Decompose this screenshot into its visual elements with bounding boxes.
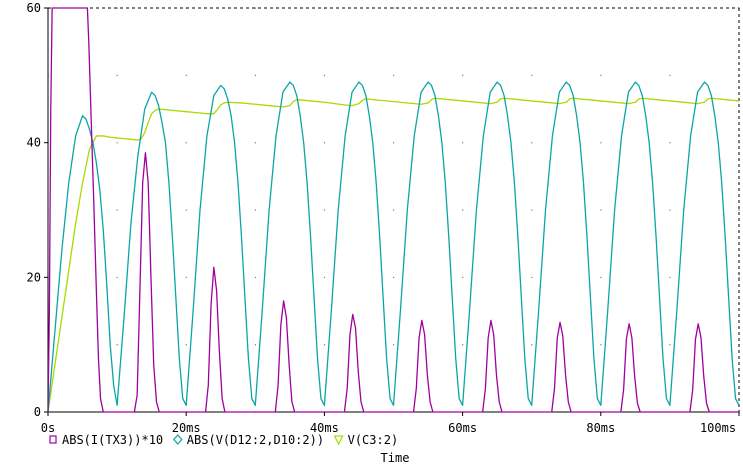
y-tick-label: 40 — [27, 136, 41, 150]
legend-marker-square-icon — [49, 435, 57, 444]
grid-dot — [393, 74, 395, 77]
grid-dot — [393, 276, 395, 279]
grid-dot — [323, 142, 326, 144]
grid-dot — [393, 209, 395, 211]
grid-dot — [185, 276, 187, 279]
series-group — [48, 7, 739, 413]
grid-dot — [462, 74, 464, 77]
grid — [47, 7, 740, 413]
series-line-abs-i-tx3-10 — [48, 7, 739, 413]
grid-dot — [185, 344, 187, 346]
grid-dot — [116, 344, 118, 346]
grid-dot — [185, 142, 187, 144]
series-line-abs-v-d12-2-d10-2 — [48, 81, 739, 413]
grid-dot — [600, 209, 602, 211]
grid-dot — [600, 344, 602, 346]
x-tick-label: 0s — [41, 421, 55, 435]
grid-dot — [600, 276, 602, 279]
grid-dot — [669, 74, 671, 77]
legend-marker-triangle-icon — [333, 435, 344, 446]
grid-dot — [116, 74, 118, 77]
x-tick-label: 20ms — [172, 421, 201, 435]
grid-dot — [738, 276, 740, 279]
x-tick-label: 60ms — [448, 421, 477, 435]
legend-marker-diamond-icon — [172, 434, 183, 445]
series-line-v-c3-2 — [48, 97, 739, 413]
grid-dot — [393, 7, 395, 9]
grid-dot — [323, 344, 326, 346]
y-tick-label: 0 — [34, 405, 41, 419]
grid-dot — [254, 74, 256, 77]
x-tick-label: 100ms — [700, 421, 736, 435]
grid-dot — [254, 344, 256, 346]
grid-dot — [323, 74, 326, 77]
grid-dot — [254, 7, 256, 9]
grid-dot — [462, 142, 464, 144]
grid-dot — [531, 142, 533, 144]
grid-dot — [600, 142, 602, 144]
grid-dot — [393, 344, 395, 346]
grid-dot — [393, 142, 395, 144]
grid-dot — [116, 142, 118, 144]
x-tick-label: 80ms — [586, 421, 615, 435]
grid-dot — [462, 276, 464, 279]
grid-dot — [531, 74, 533, 77]
grid-dot — [738, 209, 740, 211]
grid-dot — [669, 7, 671, 9]
grid-dot — [669, 209, 671, 211]
grid-dot — [116, 276, 118, 279]
grid-dot — [669, 276, 671, 279]
grid-dot — [323, 209, 326, 211]
grid-dot — [462, 209, 464, 211]
grid-dot — [323, 276, 326, 279]
grid-dot — [669, 344, 671, 346]
grid-dot — [116, 209, 118, 211]
grid-dot — [254, 142, 256, 144]
y-tick-label: 60 — [27, 1, 41, 15]
grid-dot — [254, 209, 256, 211]
legend: ABS(I(TX3))*10 ABS(V(D12:2,D10:2)) V(C3:2) — [49, 433, 399, 447]
grid-dot — [531, 344, 533, 346]
grid-dot — [669, 142, 671, 144]
grid-dot — [600, 74, 602, 77]
legend-label: ABS(V(D12:2,D10:2)) — [187, 433, 324, 447]
x-axis-label: Time — [381, 451, 410, 465]
grid-dot — [531, 7, 533, 9]
axis-group: 0 20 40 60 0s 20ms 40ms 60ms 80ms 100ms — [27, 1, 740, 435]
grid-dot — [531, 209, 533, 211]
legend-label: V(C3:2) — [348, 433, 399, 447]
y-tick-label: 20 — [27, 270, 41, 284]
grid-dot — [185, 209, 187, 211]
grid-dot — [116, 7, 118, 9]
grid-dot — [254, 276, 256, 279]
grid-dot — [185, 74, 187, 77]
grid-dot — [531, 276, 533, 279]
x-tick-label: 40ms — [310, 421, 339, 435]
grid-dot — [462, 344, 464, 346]
legend-label: ABS(I(TX3))*10 — [62, 433, 163, 447]
